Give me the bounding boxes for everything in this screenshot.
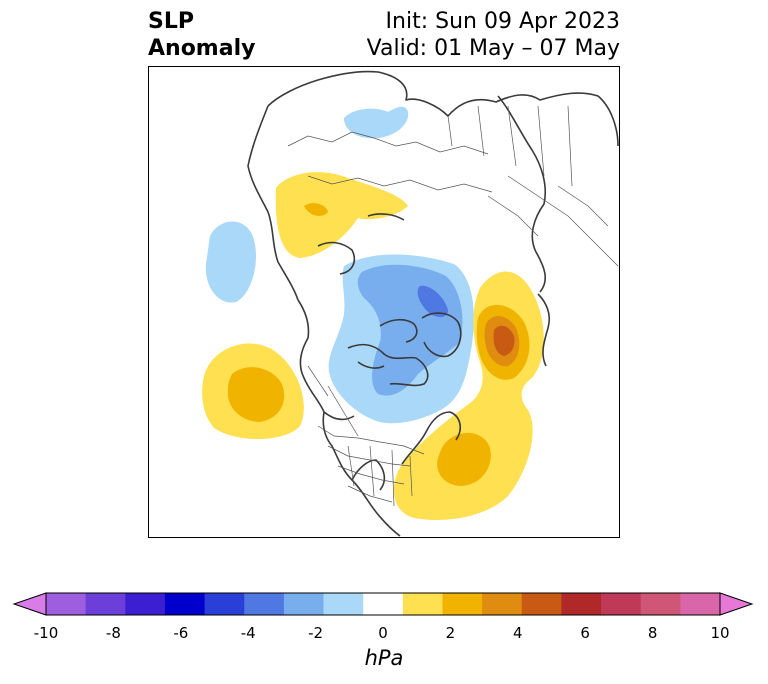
colorbar-cell xyxy=(640,593,681,615)
colorbar-tick-label: -2 xyxy=(308,624,324,642)
siberia-high-core xyxy=(304,203,328,216)
colorbar-cell xyxy=(521,593,562,615)
colorbar-cell xyxy=(680,593,721,615)
title-line-1: SLP xyxy=(148,9,194,34)
pacific-low-contour xyxy=(205,221,256,303)
colorbar-cell xyxy=(601,593,642,615)
colorbar-tick-label: 8 xyxy=(647,624,658,642)
north-pacific-high-core xyxy=(227,367,285,422)
init-date: Init: Sun 09 Apr 2023 xyxy=(385,9,620,34)
colorbar-cell xyxy=(363,593,404,615)
colorbar-units: hPa xyxy=(364,646,404,670)
colorbar-cell xyxy=(482,593,523,615)
colorbar-cell xyxy=(402,593,443,615)
colorbar-tick-label: 0 xyxy=(378,624,388,642)
valid-dates: Valid: 01 May – 07 May xyxy=(366,36,620,61)
siberia-high-contour xyxy=(275,172,408,258)
borders xyxy=(287,105,619,507)
colorbar-tick-label: -10 xyxy=(33,624,59,642)
title-line-2: Anomaly xyxy=(148,36,256,61)
colorbar xyxy=(12,592,754,616)
colorbar-cell xyxy=(164,593,206,615)
colorbar-cell xyxy=(46,593,87,615)
eurasia-low-contour xyxy=(344,106,409,139)
colorbar-cell xyxy=(323,593,364,615)
colorbar-frame xyxy=(45,592,721,616)
arctic-low-core xyxy=(417,285,448,318)
colorbar-extend-low xyxy=(12,592,47,616)
colorbar-cell xyxy=(204,593,245,615)
plot-dates: Init: Sun 09 Apr 2023 Valid: 01 May – 07… xyxy=(367,8,620,62)
colorbar-tick-label: -6 xyxy=(173,624,189,642)
colorbar-cell xyxy=(125,593,166,615)
anomaly-fields xyxy=(202,106,544,520)
map-frame xyxy=(148,66,620,538)
colorbar-extend-high xyxy=(719,592,754,616)
atlantic-high-core xyxy=(493,325,515,356)
colorbar-cell xyxy=(442,593,483,615)
colorbar-tick-label: 2 xyxy=(445,624,456,642)
colorbar-cells xyxy=(46,593,721,615)
plot-title: SLP Anomaly xyxy=(148,8,255,62)
colorbar-tick-label: 10 xyxy=(710,624,730,642)
colorbar-cell xyxy=(561,593,602,615)
colorbar-tick-label: -4 xyxy=(240,624,256,642)
colorbar-cell xyxy=(283,593,325,615)
colorbar-cell xyxy=(85,593,126,615)
colorbar-tick-label: -8 xyxy=(105,624,121,642)
western-atlantic-high-core xyxy=(437,432,491,486)
slp-anomaly-map xyxy=(148,66,620,538)
colorbar-tick-label: 4 xyxy=(513,624,523,642)
colorbar-cell xyxy=(244,593,285,615)
colorbar-tick-label: 6 xyxy=(580,624,590,642)
